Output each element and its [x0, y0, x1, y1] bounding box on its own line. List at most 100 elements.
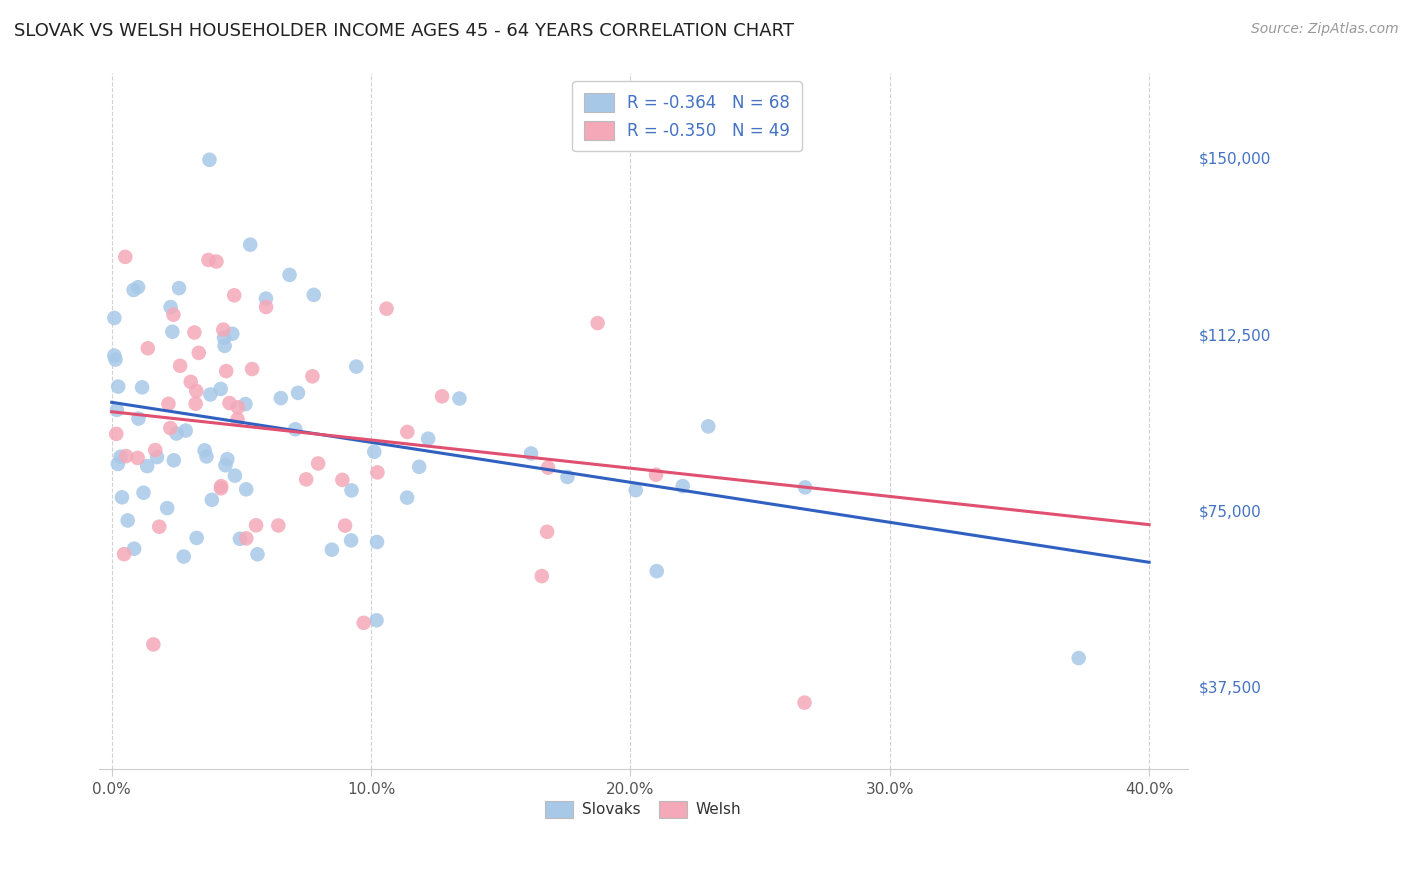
Point: [793, 696, 815, 710]
Point: [245, 518, 267, 533]
Point: [131, 380, 153, 394]
Point: [111, 490, 134, 504]
Point: [127, 450, 149, 465]
Point: [157, 397, 180, 411]
Point: [239, 237, 262, 252]
Point: [301, 369, 323, 384]
Point: [224, 468, 246, 483]
Point: [105, 426, 128, 441]
Point: [159, 421, 181, 435]
Point: [254, 292, 277, 306]
Point: [287, 385, 309, 400]
Point: [645, 564, 668, 578]
Point: [1067, 651, 1090, 665]
Point: [212, 323, 235, 337]
Point: [226, 401, 249, 415]
Point: [624, 483, 647, 498]
Point: [333, 518, 356, 533]
Point: [366, 466, 388, 480]
Point: [246, 547, 269, 561]
Point: [235, 483, 257, 497]
Point: [214, 339, 236, 353]
Legend: Slovaks, Welsh: Slovaks, Welsh: [540, 795, 748, 824]
Point: [205, 254, 228, 268]
Point: [110, 450, 132, 464]
Point: [209, 481, 232, 495]
Point: [321, 542, 343, 557]
Point: [184, 397, 207, 411]
Point: [449, 392, 471, 406]
Text: Source: ZipAtlas.com: Source: ZipAtlas.com: [1251, 22, 1399, 37]
Point: [128, 411, 150, 425]
Point: [132, 485, 155, 500]
Point: [195, 450, 218, 464]
Point: [169, 359, 191, 373]
Point: [307, 457, 329, 471]
Point: [221, 326, 243, 341]
Point: [215, 364, 238, 378]
Point: [344, 359, 367, 374]
Point: [363, 444, 385, 458]
Point: [295, 472, 318, 486]
Point: [122, 541, 145, 556]
Point: [408, 459, 430, 474]
Point: [136, 341, 159, 355]
Point: [267, 518, 290, 533]
Point: [117, 513, 139, 527]
Point: [127, 280, 149, 294]
Point: [396, 491, 419, 505]
Point: [302, 288, 325, 302]
Point: [115, 449, 138, 463]
Point: [136, 459, 159, 474]
Point: [187, 346, 209, 360]
Point: [209, 479, 232, 493]
Point: [103, 310, 125, 325]
Point: [163, 453, 186, 467]
Point: [645, 467, 668, 482]
Point: [530, 569, 553, 583]
Point: [586, 316, 609, 330]
Point: [366, 535, 388, 549]
Point: [122, 283, 145, 297]
Point: [240, 362, 263, 376]
Point: [536, 524, 558, 539]
Point: [198, 153, 221, 167]
Point: [162, 308, 184, 322]
Point: [105, 403, 128, 417]
Point: [180, 375, 202, 389]
Point: [353, 615, 375, 630]
Point: [375, 301, 398, 316]
Point: [217, 452, 239, 467]
Point: [186, 384, 208, 398]
Point: [672, 479, 695, 493]
Point: [114, 250, 136, 264]
Point: [173, 549, 195, 564]
Point: [103, 349, 125, 363]
Point: [159, 300, 181, 314]
Point: [520, 446, 543, 460]
Point: [162, 325, 184, 339]
Point: [270, 391, 292, 405]
Point: [209, 382, 232, 396]
Point: [112, 547, 135, 561]
Point: [148, 520, 170, 534]
Point: [229, 532, 252, 546]
Point: [226, 412, 249, 426]
Point: [156, 501, 179, 516]
Text: SLOVAK VS WELSH HOUSEHOLDER INCOME AGES 45 - 64 YEARS CORRELATION CHART: SLOVAK VS WELSH HOUSEHOLDER INCOME AGES …: [14, 22, 794, 40]
Point: [332, 473, 354, 487]
Point: [537, 460, 560, 475]
Point: [366, 613, 388, 627]
Point: [557, 470, 579, 484]
Point: [340, 533, 363, 548]
Point: [278, 268, 301, 282]
Point: [104, 352, 127, 367]
Point: [396, 425, 419, 439]
Point: [340, 483, 363, 498]
Point: [214, 458, 236, 473]
Point: [143, 442, 166, 457]
Point: [167, 281, 190, 295]
Point: [107, 457, 129, 471]
Point: [200, 387, 222, 401]
Point: [218, 396, 240, 410]
